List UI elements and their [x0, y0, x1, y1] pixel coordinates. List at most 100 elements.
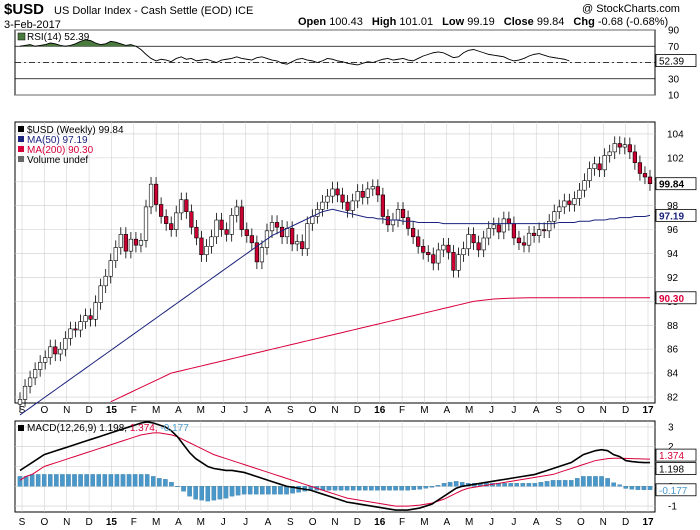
- macd-xtick-label: J: [489, 517, 494, 528]
- price-candle: [360, 191, 365, 198]
- macd-xtick-label: O: [309, 517, 317, 528]
- change-label: Chg: [573, 16, 595, 28]
- macd-histogram-bar: [532, 483, 538, 487]
- price-xtick-label: M: [465, 405, 473, 416]
- price-xtick-label: M: [152, 405, 160, 416]
- price-candle: [290, 228, 295, 245]
- macd-histogram-bar: [587, 476, 592, 487]
- price-candle: [602, 155, 607, 171]
- symbol: $USD: [4, 1, 45, 18]
- price-candle: [148, 183, 154, 208]
- macd-xtick-label: M: [420, 517, 428, 528]
- price-candle: [426, 252, 431, 256]
- rsi-tick-label: 30: [668, 74, 680, 85]
- macd-xtick-label: S: [555, 517, 562, 528]
- macd-histogram-bar: [247, 486, 253, 495]
- price-candle: [531, 232, 537, 236]
- price-legend-swatch: [18, 126, 24, 132]
- price-candle: [627, 144, 632, 153]
- macd-histogram-bar: [235, 486, 241, 496]
- price-xtick-label: A: [533, 405, 540, 416]
- price-candle: [501, 218, 506, 233]
- price-xtick-label: F: [131, 405, 137, 416]
- price-tick-label: 94: [667, 249, 679, 260]
- macd-histogram-bar: [126, 474, 132, 487]
- price-candle: [88, 315, 93, 320]
- price-candle: [78, 321, 83, 331]
- price-candle: [582, 180, 587, 191]
- macd-legend-label: MACD(12,26,9) 1.198, 1.374, -0.177: [27, 423, 189, 434]
- price-candle: [285, 228, 290, 238]
- price-candle: [607, 151, 612, 156]
- price-candle: [159, 204, 164, 217]
- price-candle: [476, 242, 481, 251]
- macd-xtick-label: A: [533, 517, 540, 528]
- macd-xtick-label: A: [175, 517, 182, 528]
- price-tick-label: 86: [667, 345, 679, 356]
- macd-value-label-box: [655, 462, 697, 475]
- macd-histogram-bar: [593, 476, 598, 487]
- price-candle: [17, 399, 23, 405]
- rsi-tick-label: 70: [668, 42, 680, 53]
- price-candle: [587, 168, 592, 181]
- macd-histogram-bar: [399, 486, 404, 491]
- macd-histogram-bar: [114, 474, 120, 487]
- stockcharts-credit[interactable]: @ StockCharts.com: [582, 3, 680, 15]
- price-candle: [174, 212, 179, 230]
- price-tick-label: 102: [667, 153, 684, 164]
- macd-histogram-bar: [60, 474, 65, 487]
- macd-histogram-bar: [647, 486, 653, 490]
- price-candle: [43, 357, 48, 363]
- macd-value-label: 1.198: [659, 465, 684, 476]
- price-candle: [249, 235, 254, 244]
- price-candle: [128, 238, 133, 252]
- macd-histogram-bar: [429, 486, 435, 488]
- ma50-value-label-box: [655, 208, 697, 222]
- price-candle: [22, 385, 28, 400]
- price-candle: [184, 199, 189, 212]
- price-xtick-label: N: [63, 405, 70, 416]
- price-legend-swatch: [18, 136, 24, 142]
- price-legend-label: MA(50) 97.19: [27, 135, 88, 146]
- price-xtick-label: J: [243, 405, 248, 416]
- macd-histogram-bar: [96, 474, 102, 487]
- price-candle: [451, 252, 456, 271]
- price-candle: [446, 244, 451, 253]
- macd-xtick-label: J: [243, 517, 248, 528]
- macd-histogram-bar: [157, 478, 162, 487]
- price-candle: [355, 191, 360, 202]
- price-candle: [647, 176, 653, 185]
- macd-histogram-bar: [332, 486, 338, 491]
- macd-histogram-bar: [78, 474, 83, 487]
- macd-histogram-bar: [84, 474, 89, 487]
- price-candle: [300, 241, 305, 250]
- price-legend-label: Volume undef: [27, 155, 88, 166]
- price-candle: [380, 194, 385, 217]
- price-candle: [93, 302, 98, 320]
- macd-histogram-bar: [266, 486, 271, 495]
- low-value: 99.19: [467, 16, 495, 28]
- price-candle: [234, 206, 239, 216]
- price-candle: [350, 200, 355, 211]
- macd-histogram-bar: [169, 482, 174, 487]
- price-candle: [254, 242, 259, 263]
- price-candle: [537, 229, 542, 236]
- price-xtick-label: S: [555, 405, 562, 416]
- price-candle: [27, 377, 33, 387]
- price-xtick-label: A: [265, 405, 272, 416]
- macd-histogram-bar: [181, 486, 186, 492]
- price-xtick-label: M: [420, 405, 428, 416]
- price-candle: [511, 223, 517, 239]
- macd-xtick-label: F: [131, 517, 137, 528]
- price-candle: [83, 315, 88, 322]
- price-candle: [521, 242, 527, 246]
- macd-histogram-bar: [108, 474, 114, 487]
- rsi-line: [19, 39, 570, 66]
- price-candle: [340, 194, 345, 203]
- macd-histogram-bar: [144, 474, 150, 487]
- macd-histogram-bar: [17, 476, 23, 487]
- macd-xtick-label: 17: [642, 517, 654, 528]
- macd-histogram-bar: [568, 480, 574, 487]
- price-xtick-label: M: [197, 405, 205, 416]
- macd-histogram-bar: [611, 482, 616, 487]
